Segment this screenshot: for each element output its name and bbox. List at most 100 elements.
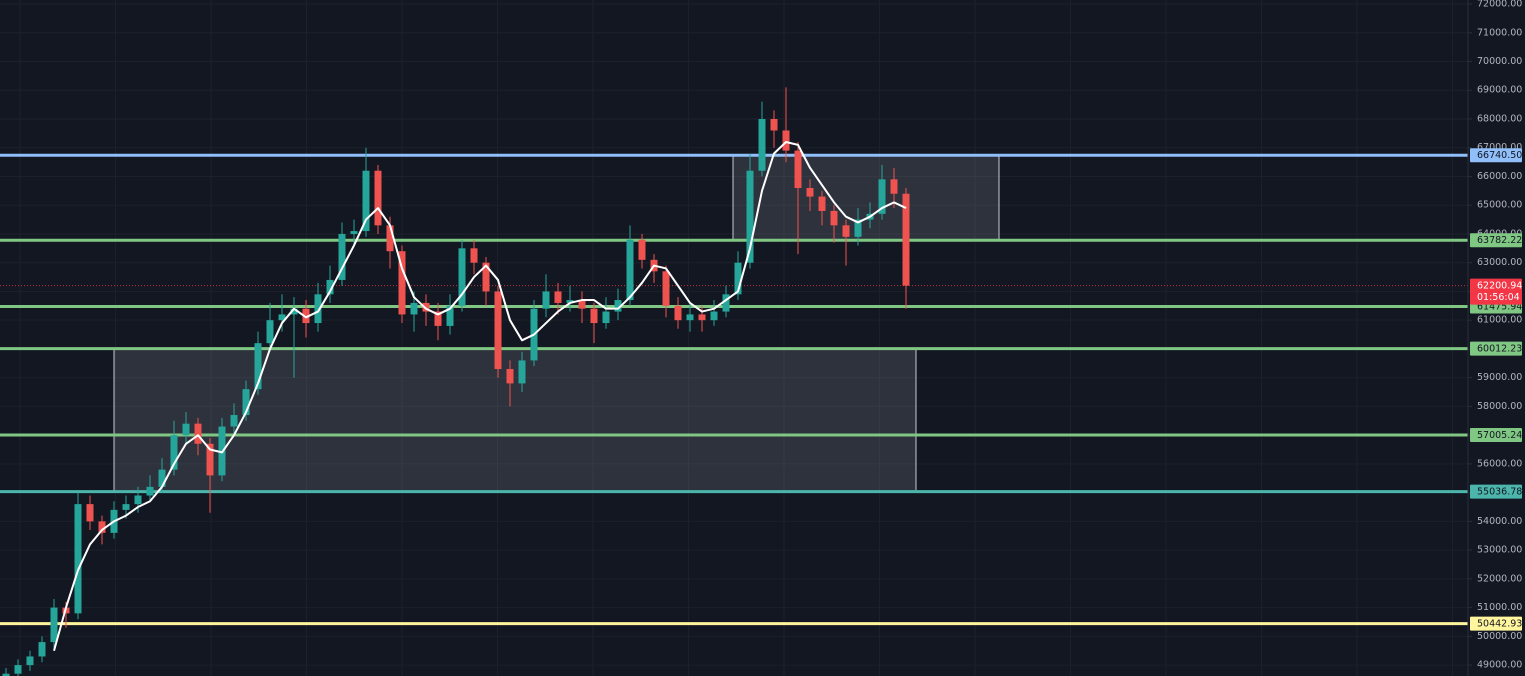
candle-body: [662, 271, 670, 306]
candle-body: [398, 251, 406, 315]
candle-body: [590, 308, 598, 324]
y-tick-label: 54000.00: [1477, 516, 1522, 527]
candle-body: [506, 369, 514, 384]
y-tick-label: 51000.00: [1477, 602, 1522, 613]
candle-body: [830, 210, 838, 226]
level-badge: [1470, 148, 1522, 163]
y-tick-label: 66000.00: [1477, 171, 1522, 182]
level-label: 66740.50: [1477, 150, 1522, 161]
y-tick-label: 53000.00: [1477, 545, 1522, 556]
candle-body: [362, 170, 370, 232]
level-badge: [1470, 341, 1522, 356]
candle-body: [518, 360, 526, 384]
candle-body: [758, 118, 766, 171]
level-label: 61475.94: [1477, 302, 1522, 313]
level-label: 50442.93: [1477, 619, 1522, 630]
candle-body: [818, 196, 826, 211]
candle-body: [242, 389, 250, 416]
y-tick-label: 61000.00: [1477, 315, 1522, 326]
y-tick-label: 72000.00: [1477, 0, 1522, 10]
candle-body: [482, 262, 490, 292]
plot-area: [0, 87, 1468, 676]
candle-body: [710, 311, 718, 321]
candle-body: [290, 308, 298, 315]
countdown-label: 01:56:04: [1477, 292, 1520, 303]
candle-body: [2, 673, 10, 676]
candle-body: [410, 302, 418, 315]
candle-body: [554, 291, 562, 303]
level-label: 57005.24: [1477, 430, 1522, 441]
level-badge: [1470, 233, 1522, 248]
candle-body: [386, 225, 394, 252]
candle-body: [902, 193, 910, 286]
candle-body: [254, 343, 262, 390]
candle-body: [674, 305, 682, 321]
y-tick-label: 59000.00: [1477, 372, 1522, 383]
candle-body: [350, 231, 358, 234]
zone-box: [113, 348, 917, 493]
zone-box: [732, 154, 1000, 241]
moving-average: [53, 140, 907, 651]
candle-body: [338, 233, 346, 280]
candle-body: [374, 170, 382, 226]
candle-body: [686, 314, 694, 321]
candle-body: [170, 435, 178, 470]
candle-body: [314, 294, 322, 324]
candle-body: [566, 300, 574, 303]
level-badge: [1470, 616, 1522, 631]
level-badge: [1470, 484, 1522, 499]
candle-body: [206, 443, 214, 476]
candle-body: [578, 300, 586, 309]
candle-body: [422, 302, 430, 312]
candle-body: [854, 219, 862, 237]
candle-body: [230, 415, 238, 427]
candle-body: [86, 504, 94, 522]
candle-body: [638, 239, 646, 260]
candle-body: [494, 291, 502, 370]
candle-body: [782, 130, 790, 151]
candle-body: [278, 314, 286, 321]
candle-body: [458, 248, 466, 306]
candle-body: [14, 665, 22, 674]
candle-body: [122, 504, 130, 510]
y-tick-label: 71000.00: [1477, 27, 1522, 38]
level-label: 63782.22: [1477, 235, 1522, 246]
y-tick-label: 56000.00: [1477, 458, 1522, 469]
candle-body: [770, 118, 778, 131]
y-tick-label: 49000.00: [1477, 660, 1522, 671]
candle-body: [722, 294, 730, 312]
y-tick-label: 68000.00: [1477, 113, 1522, 124]
candle-body: [146, 486, 154, 496]
level-label: 60012.23: [1477, 344, 1522, 355]
candle-body: [158, 469, 166, 487]
candle-body: [182, 423, 190, 436]
y-tick-label: 50000.00: [1477, 631, 1522, 642]
y-tick-label: 69000.00: [1477, 85, 1522, 96]
candle-body: [794, 150, 802, 188]
price-axis: 49000.00 50000.00 51000.00 52000.00 53000.00…: [1468, 0, 1522, 671]
candle-body: [26, 656, 34, 666]
y-tick-label: 67000.00: [1477, 142, 1522, 153]
candle-body: [446, 305, 454, 326]
level-label: 55036.78: [1477, 487, 1522, 498]
candle-body: [842, 225, 850, 237]
level-badge: [1470, 427, 1522, 442]
candle-body: [302, 308, 310, 324]
y-tick-label: 63000.00: [1477, 257, 1522, 268]
candle-body: [98, 521, 106, 533]
candle-body: [698, 314, 706, 321]
current-price-label: 62200.94: [1477, 281, 1522, 292]
y-tick-label: 58000.00: [1477, 401, 1522, 412]
candle-body: [134, 495, 142, 505]
candle-body: [542, 291, 550, 309]
candle-body: [734, 262, 742, 295]
candle-body: [74, 504, 82, 614]
candle-body: [470, 248, 478, 263]
candle-body: [602, 311, 610, 324]
y-tick-label: 65000.00: [1477, 200, 1522, 211]
candle-body: [626, 239, 634, 301]
candle-body: [326, 279, 334, 295]
